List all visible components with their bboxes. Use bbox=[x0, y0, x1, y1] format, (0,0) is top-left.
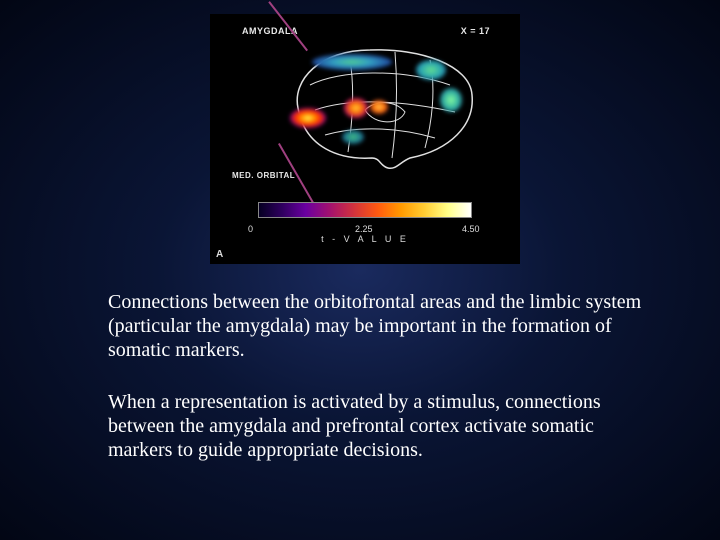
activation-blob bbox=[416, 60, 446, 80]
activation-blob bbox=[312, 54, 392, 70]
colorbar-tick: 4.50 bbox=[462, 224, 480, 234]
activation-blob bbox=[290, 108, 326, 128]
brain-area: AMYGDALA X = 17 MED. ORBITAL bbox=[220, 22, 510, 182]
colorbar: 02.254.50 t - V A L U E bbox=[258, 202, 472, 242]
activation-blob bbox=[440, 88, 462, 112]
colorbar-title: t - V A L U E bbox=[258, 234, 472, 244]
colorbar-tick: 0 bbox=[248, 224, 253, 234]
panel-label: A bbox=[216, 249, 224, 260]
activation-blob bbox=[370, 100, 388, 114]
brain-figure: AMYGDALA X = 17 MED. ORBITAL 02.254.50 t… bbox=[210, 14, 520, 264]
paragraph-2: When a representation is activated by a … bbox=[108, 390, 660, 462]
paragraph-1: Connections between the orbitofrontal ar… bbox=[108, 290, 660, 362]
colorbar-gradient bbox=[258, 202, 472, 218]
label-x-value: X = 17 bbox=[461, 26, 490, 36]
colorbar-tick: 2.25 bbox=[355, 224, 373, 234]
activation-blob bbox=[342, 130, 364, 144]
activation-blob bbox=[344, 98, 368, 118]
label-med-orbital: MED. ORBITAL bbox=[232, 171, 295, 180]
